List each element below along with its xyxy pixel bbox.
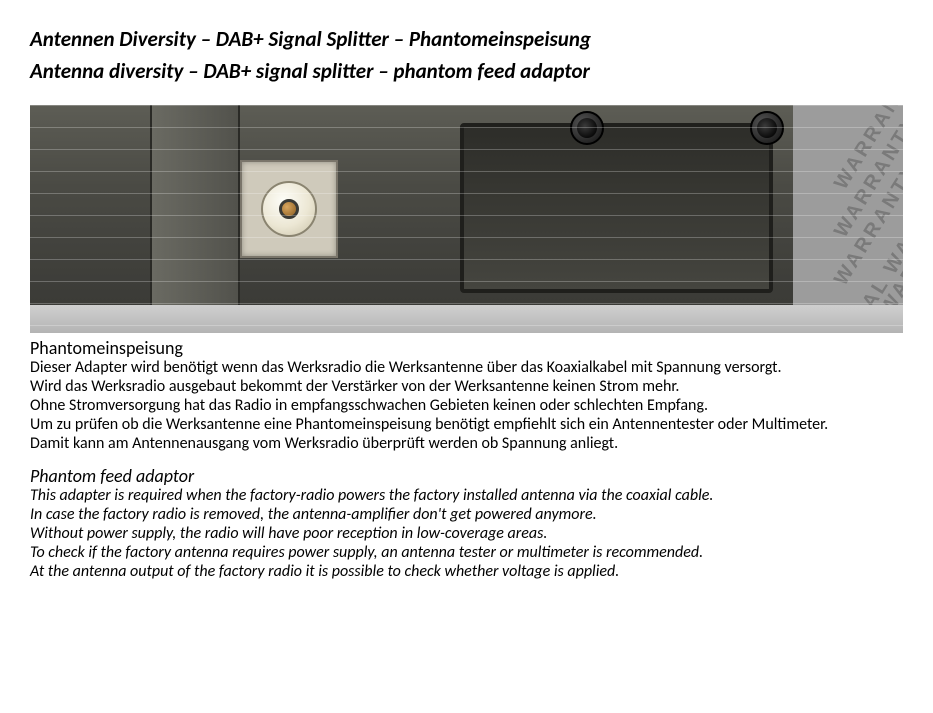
screw-icon (750, 111, 784, 145)
section-en: Phantom feed adaptor This adapter is req… (30, 465, 903, 581)
paragraph-de: Ohne Stromversorgung hat das Radio in em… (30, 397, 903, 416)
paragraph-de: Dieser Adapter wird benötigt wenn das We… (30, 359, 903, 378)
document-page: Antennen Diversity – DAB+ Signal Splitte… (0, 0, 933, 592)
antenna-pin (279, 199, 299, 219)
section-de: Phantomeinspeisung Dieser Adapter wird b… (30, 337, 903, 453)
screw-icon (570, 111, 604, 145)
antenna-socket (261, 181, 317, 237)
paragraph-de: Damit kann am Antennenausgang vom Werksr… (30, 435, 903, 454)
paragraph-en: Without power supply, the radio will hav… (30, 525, 903, 544)
title-line-de: Antennen Diversity – DAB+ Signal Splitte… (30, 24, 903, 56)
product-photo: WARRANTY WARRANTY WARRANTY SEAL WARR YSE… (30, 105, 903, 333)
heading-de: Phantomeinspeisung (30, 337, 903, 359)
paragraph-en: At the antenna output of the factory rad… (30, 563, 903, 582)
mount-bracket (150, 105, 240, 310)
paragraph-en: To check if the factory antenna requires… (30, 544, 903, 563)
paragraph-de: Wird das Werksradio ausgebaut bekommt de… (30, 378, 903, 397)
title-block: Antennen Diversity – DAB+ Signal Splitte… (30, 24, 903, 87)
housing-recess (460, 123, 773, 293)
photo-bottom-edge (30, 305, 903, 333)
warranty-seal-strip: WARRANTY WARRANTY WARRANTY SEAL WARR YSE… (793, 105, 903, 333)
antenna-connector-plate (240, 160, 338, 258)
paragraph-en: This adapter is required when the factor… (30, 487, 903, 506)
paragraph-en: In case the factory radio is removed, th… (30, 506, 903, 525)
heading-en: Phantom feed adaptor (30, 465, 903, 487)
title-line-en: Antenna diversity – DAB+ signal splitter… (30, 56, 903, 88)
paragraph-de: Um zu prüfen ob die Werksantenne eine Ph… (30, 416, 903, 435)
